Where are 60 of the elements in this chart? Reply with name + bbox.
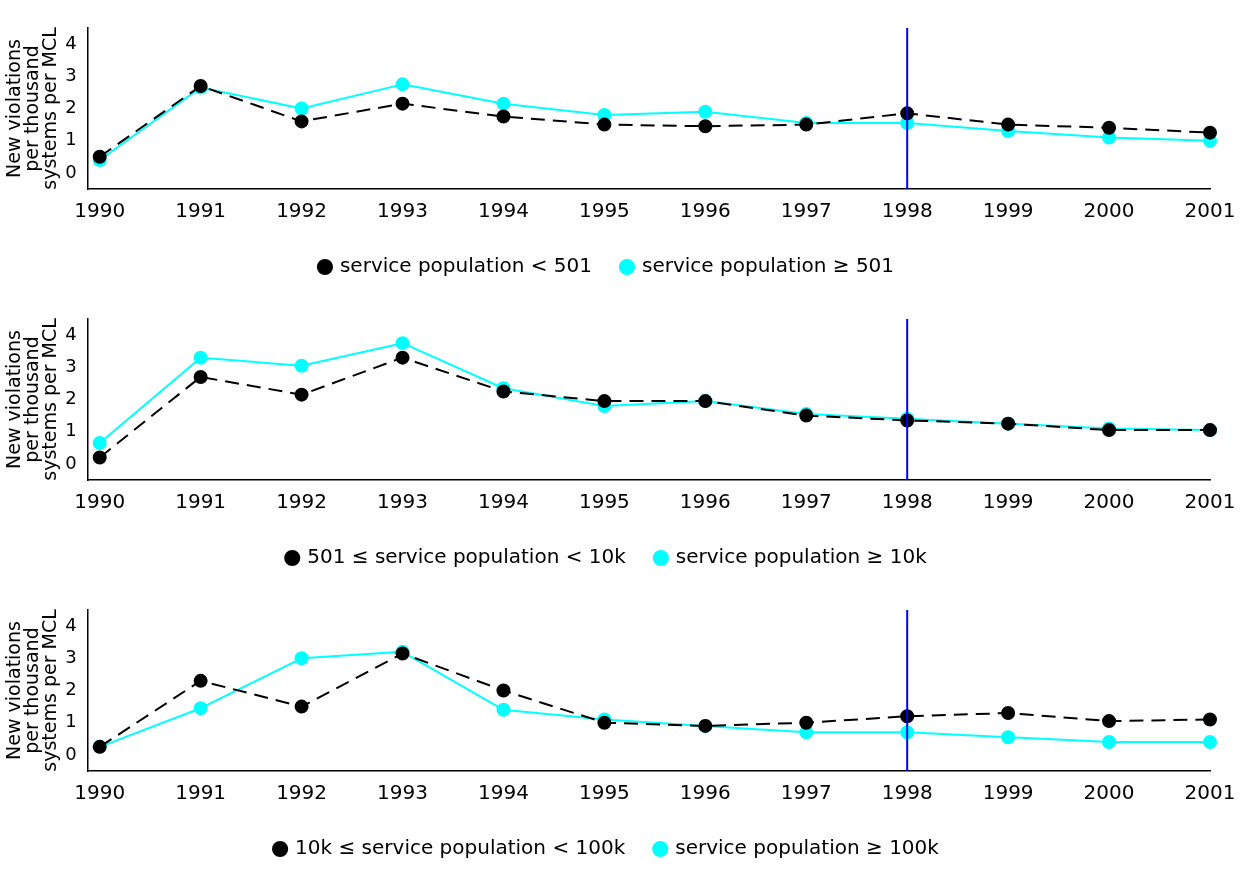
x-tick-label: 1999 <box>982 489 1034 514</box>
x-tick-label: 1993 <box>377 198 428 223</box>
x-tick-label: 1991 <box>175 198 227 223</box>
x-tick-label: 1993 <box>377 489 428 514</box>
x-tick-label: 1996 <box>679 489 731 514</box>
x-tick-label: 1994 <box>478 780 529 805</box>
y-tick-label: 1 <box>65 128 77 150</box>
y-tick-label: 1 <box>65 419 77 441</box>
x-tick-label: 1999 <box>982 780 1034 805</box>
x-tick-label: 1992 <box>276 489 328 514</box>
x-tick-label: 1998 <box>881 198 933 223</box>
x-tick-label: 2001 <box>1184 489 1236 514</box>
x-tick-label: 1993 <box>377 780 428 805</box>
x-tick-label: 2000 <box>1083 489 1135 514</box>
x-tick-label: 1995 <box>578 489 630 514</box>
legend-label: service population ≥ 100k <box>675 835 940 860</box>
x-tick-label: 1998 <box>881 489 933 514</box>
y-tick-label: 4 <box>65 322 77 344</box>
y-tick-label: 2 <box>65 678 77 700</box>
y-tick-label: 0 <box>65 742 77 764</box>
y-tick-label: 3 <box>65 354 77 376</box>
y-axis-title: New violations per thousand systems per MCL <box>1 317 61 481</box>
y-tick-label: 3 <box>65 63 77 85</box>
x-tick-label: 1996 <box>679 780 731 805</box>
x-tick-label: 1994 <box>478 489 529 514</box>
x-tick-label: 1992 <box>276 780 328 805</box>
x-tick-label: 1992 <box>276 198 328 223</box>
x-tick-label: 1995 <box>578 198 630 223</box>
x-tick-label: 1997 <box>780 198 832 223</box>
legend-label: 501 ≤ service population < 10k <box>307 544 627 569</box>
x-tick-label: 1991 <box>175 489 227 514</box>
x-tick-label: 2001 <box>1184 780 1236 805</box>
x-tick-label: 1994 <box>478 198 529 223</box>
x-tick-label: 1995 <box>578 780 630 805</box>
x-tick-label: 1997 <box>780 489 832 514</box>
x-tick-label: 1998 <box>881 780 933 805</box>
x-tick-label: 1990 <box>74 489 126 514</box>
legend-label: service population < 501 <box>339 253 593 278</box>
y-tick-label: 2 <box>65 387 77 409</box>
x-tick-label: 2000 <box>1083 780 1135 805</box>
y-axis-title: New violations per thousand systems per MCL <box>1 608 61 772</box>
x-tick-label: 1991 <box>175 780 227 805</box>
y-tick-label: 4 <box>65 613 77 635</box>
y-tick-label: 3 <box>65 645 77 667</box>
legend-label: 10k ≤ service population < 100k <box>295 835 626 860</box>
x-tick-label: 2000 <box>1083 198 1135 223</box>
y-tick-label: 2 <box>65 96 77 118</box>
legend-label: service population ≥ 501 <box>642 253 895 278</box>
x-tick-label: 1996 <box>679 198 731 223</box>
y-tick-label: 0 <box>65 451 77 473</box>
legend-label: service population ≥ 10k <box>675 544 928 569</box>
x-tick-label: 1990 <box>74 198 126 223</box>
y-tick-label: 0 <box>65 160 77 182</box>
x-tick-label: 1997 <box>780 780 832 805</box>
y-axis-title: New violations per thousand systems per MCL <box>1 26 61 190</box>
x-tick-label: 1999 <box>982 198 1034 223</box>
x-tick-label: 1990 <box>74 780 126 805</box>
y-tick-label: 1 <box>65 710 77 732</box>
y-tick-label: 4 <box>65 31 77 53</box>
x-tick-label: 2001 <box>1184 198 1236 223</box>
